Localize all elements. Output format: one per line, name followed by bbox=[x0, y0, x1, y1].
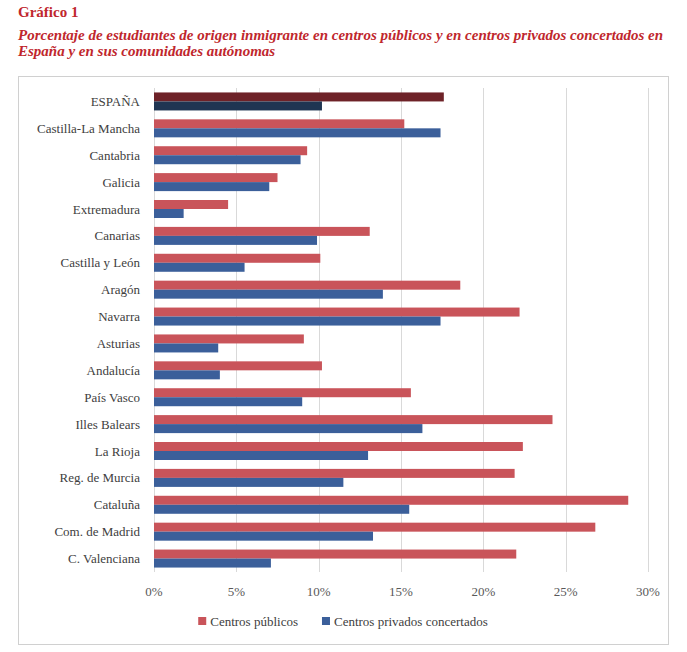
tick-label: 30% bbox=[636, 584, 660, 599]
category-label: Reg. de Murcia bbox=[59, 470, 140, 485]
title: Gráfico 1 bbox=[18, 4, 78, 21]
bar bbox=[154, 281, 460, 290]
legend: Centros públicos Centros privados concert… bbox=[198, 614, 488, 629]
bar bbox=[154, 532, 373, 541]
bar bbox=[154, 469, 515, 478]
bar bbox=[154, 317, 441, 326]
category-label: Cantabria bbox=[89, 148, 140, 163]
category-label: Com. de Madrid bbox=[54, 524, 140, 539]
legend-item: Centros públicos bbox=[198, 614, 298, 629]
category-label: Aragón bbox=[101, 282, 140, 297]
bar bbox=[154, 442, 523, 451]
category-label: ESPAÑA bbox=[91, 94, 141, 109]
bar bbox=[154, 254, 320, 263]
category-label: Navarra bbox=[98, 309, 140, 324]
bar bbox=[154, 550, 516, 559]
category-label: Extremadura bbox=[73, 202, 140, 217]
bar bbox=[154, 388, 411, 397]
bar bbox=[154, 146, 307, 155]
bar bbox=[154, 236, 317, 245]
tick-label: 10% bbox=[307, 584, 331, 599]
tick-label: 20% bbox=[471, 584, 495, 599]
bar bbox=[154, 559, 271, 568]
tick-label: 0% bbox=[145, 584, 163, 599]
bar bbox=[154, 119, 404, 128]
bar bbox=[154, 505, 409, 514]
bar bbox=[154, 361, 322, 370]
category-label: País Vasco bbox=[84, 390, 140, 405]
bar bbox=[154, 290, 383, 299]
bar bbox=[154, 523, 595, 532]
bar bbox=[154, 173, 278, 182]
category-label: La Rioja bbox=[95, 444, 140, 459]
legend-label: Centros privados concertados bbox=[334, 614, 488, 629]
bar bbox=[154, 397, 302, 406]
bar bbox=[154, 415, 552, 424]
category-label: Andalucía bbox=[87, 363, 141, 378]
category-label: Asturias bbox=[97, 336, 140, 351]
bar bbox=[154, 200, 228, 209]
bar bbox=[154, 92, 444, 101]
bar bbox=[154, 128, 441, 137]
bar bbox=[154, 370, 220, 379]
bar bbox=[154, 155, 301, 164]
legend-swatch bbox=[322, 617, 330, 625]
bar bbox=[154, 478, 343, 487]
bar bbox=[154, 209, 184, 218]
bars bbox=[154, 92, 628, 567]
chart-frame bbox=[19, 77, 669, 645]
bar bbox=[154, 227, 370, 236]
tick-label: 25% bbox=[554, 584, 578, 599]
bar bbox=[154, 334, 304, 343]
category-label: Galicia bbox=[102, 175, 140, 190]
bar bbox=[154, 101, 322, 110]
bar bbox=[154, 451, 368, 460]
grid bbox=[155, 88, 649, 572]
bar bbox=[154, 343, 218, 352]
tick-label: 15% bbox=[389, 584, 413, 599]
legend-swatch bbox=[198, 617, 206, 625]
bar bbox=[154, 424, 422, 433]
category-label: Castilla-La Mancha bbox=[37, 121, 140, 136]
bar bbox=[154, 308, 520, 317]
bar bbox=[154, 263, 245, 272]
subtitle: Porcentaje de estudiantes de origen inmi… bbox=[18, 27, 673, 59]
tick-label: 5% bbox=[228, 584, 246, 599]
bar bbox=[154, 182, 269, 191]
category-label: Cataluña bbox=[94, 497, 140, 512]
category-label: Illes Balears bbox=[75, 417, 140, 432]
grid-line bbox=[648, 88, 649, 572]
category-label: Castilla y León bbox=[61, 255, 141, 270]
category-label: Canarias bbox=[95, 228, 140, 243]
chart: 0% 5% 10% 15% 20% 25% 30% ESPAÑA Castilla-La Man… bbox=[0, 0, 687, 652]
legend-item: Centros privados concertados bbox=[322, 614, 488, 629]
category-label: C. Valenciana bbox=[68, 551, 140, 566]
bar bbox=[154, 496, 628, 505]
legend-label: Centros públicos bbox=[210, 614, 298, 629]
